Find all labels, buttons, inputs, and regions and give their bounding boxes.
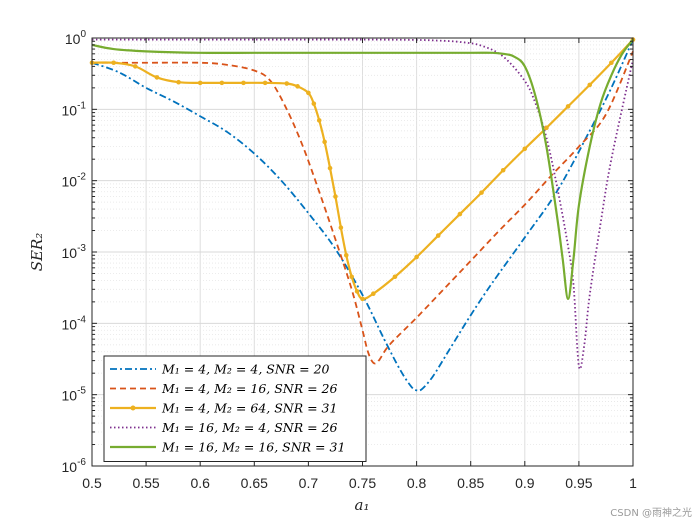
y-tick-label: 100 xyxy=(65,29,87,47)
legend-marker-2 xyxy=(130,405,136,411)
series-marker-2 xyxy=(322,139,327,145)
y-tick-base: 10 xyxy=(62,316,78,332)
series-marker-2 xyxy=(354,289,360,294)
series-marker-2 xyxy=(371,291,376,297)
series-marker-2 xyxy=(154,75,160,80)
y-tick-exponent: -4 xyxy=(77,314,86,325)
y-tick-base: 10 xyxy=(62,174,78,190)
watermark: CSDN @雨神之光 xyxy=(610,508,692,519)
x-tick-label: 0.8 xyxy=(407,475,427,491)
legend-label-1: M₁ = 4, M₂ = 16, SNR = 26 xyxy=(161,381,337,396)
legend-label-4: M₁ = 16, M₂ = 16, SNR = 31 xyxy=(161,440,345,455)
series-marker-2 xyxy=(241,80,246,86)
series-marker-2 xyxy=(392,274,398,280)
legend-label-0: M₁ = 4, M₂ = 4, SNR = 20 xyxy=(161,362,330,377)
series-group xyxy=(89,37,636,392)
series-marker-2 xyxy=(544,125,549,131)
series-marker-2 xyxy=(522,146,528,152)
y-axis-label: SER₂ xyxy=(28,233,46,272)
series-marker-2 xyxy=(197,80,203,86)
series-marker-2 xyxy=(360,296,365,302)
x-tick-label: 0.55 xyxy=(132,475,159,491)
y-tick-label: 10-2 xyxy=(62,172,87,190)
series-marker-2 xyxy=(479,190,484,195)
y-tick-base: 10 xyxy=(65,31,81,47)
series-marker-2 xyxy=(500,167,506,173)
y-tick-label: 10-6 xyxy=(62,457,87,475)
x-tick-label: 0.65 xyxy=(241,475,268,491)
series-marker-2 xyxy=(343,252,349,258)
y-tick-base: 10 xyxy=(62,459,78,475)
x-tick-label: 0.95 xyxy=(565,475,592,491)
y-tick-base: 10 xyxy=(62,245,78,261)
series-marker-2 xyxy=(435,233,441,238)
y-tick-base: 10 xyxy=(62,388,78,404)
series-marker-2 xyxy=(111,60,116,66)
series-line-3 xyxy=(91,38,634,370)
y-tick-exponent: -1 xyxy=(77,100,86,111)
series-marker-2 xyxy=(316,118,322,123)
y-tick-label: 10-4 xyxy=(62,314,87,332)
legend-label-2: M₁ = 4, M₂ = 64, SNR = 31 xyxy=(161,401,337,416)
y-tick-exponent: -3 xyxy=(77,243,86,254)
y-tick-exponent: 0 xyxy=(80,29,86,40)
series-marker-2 xyxy=(349,274,354,280)
series-marker-2 xyxy=(333,194,338,199)
x-axis-label: a₁ xyxy=(355,496,370,514)
x-tick-label: 0.75 xyxy=(349,475,376,491)
series-marker-2 xyxy=(284,81,290,86)
series-marker-2 xyxy=(609,60,614,66)
x-tick-label: 0.5 xyxy=(82,475,102,491)
ticks: 0.5 0.55 0.6 0.65 0.7 0.75 0.8 0.85 0.9 0.95 110-6… xyxy=(62,29,638,491)
series-marker-2 xyxy=(176,79,181,85)
x-tick-label: 1 xyxy=(629,475,637,491)
x-tick-label: 0.85 xyxy=(457,475,484,491)
series-marker-2 xyxy=(457,211,463,217)
series-line-0 xyxy=(91,39,634,392)
series-marker-2 xyxy=(338,225,344,230)
legend: M₁ = 4, M₂ = 4, SNR = 20 M₁ = 4, M₂ = 16,… xyxy=(103,355,367,462)
y-tick-exponent: -5 xyxy=(77,386,86,397)
x-tick-label: 0.9 xyxy=(515,475,535,491)
series-marker-2 xyxy=(306,90,311,96)
legend-label-3: M₁ = 16, M₂ = 4, SNR = 26 xyxy=(161,420,337,435)
y-tick-label: 10-5 xyxy=(62,386,87,404)
series-marker-2 xyxy=(262,80,268,86)
x-tick-label: 0.6 xyxy=(190,475,210,491)
y-tick-exponent: -6 xyxy=(77,457,86,468)
y-tick-label: 10-1 xyxy=(62,100,87,118)
series-marker-2 xyxy=(327,165,333,171)
series-line-4 xyxy=(91,38,634,301)
x-tick-label: 0.7 xyxy=(299,475,319,491)
y-tick-exponent: -2 xyxy=(77,172,86,183)
series-marker-2 xyxy=(295,84,300,89)
series-marker-2 xyxy=(311,101,317,106)
series-line-1 xyxy=(91,50,634,365)
y-tick-base: 10 xyxy=(62,102,78,118)
series-marker-2 xyxy=(565,104,571,109)
series-marker-2 xyxy=(414,254,419,260)
series-marker-2 xyxy=(219,80,225,86)
y-tick-label: 10-3 xyxy=(62,243,87,261)
series-marker-2 xyxy=(132,64,138,69)
series-marker-2 xyxy=(587,82,593,88)
